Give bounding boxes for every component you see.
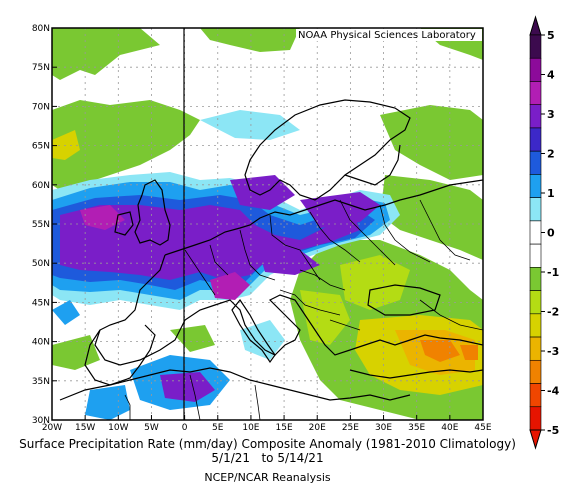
colorbar-label: 5 bbox=[547, 29, 555, 42]
colorbar-swatch bbox=[529, 406, 542, 431]
y-tick-label: 65N bbox=[32, 142, 50, 152]
anomaly-patch bbox=[420, 340, 460, 362]
y-tick-label: 55N bbox=[32, 220, 50, 230]
country-borders bbox=[124, 199, 483, 420]
colorbar-label: 4 bbox=[547, 69, 555, 82]
colorbar-swatch bbox=[529, 174, 542, 198]
anomaly-patch bbox=[170, 325, 215, 352]
colorbar-swatch bbox=[529, 57, 542, 82]
colorbar-label: -5 bbox=[547, 424, 559, 437]
caption-title: Surface Precipitation Rate (mm/day) Comp… bbox=[19, 437, 516, 451]
colorbar-swatch bbox=[529, 313, 542, 338]
y-tick-label: 40N bbox=[32, 338, 50, 348]
colorbar-label: 1 bbox=[547, 187, 555, 200]
anomaly-patch bbox=[230, 175, 295, 210]
x-tick-label: 45E bbox=[474, 423, 491, 433]
colorbar-label: 0 bbox=[547, 227, 555, 240]
y-tick-label: 70N bbox=[32, 102, 50, 112]
y-tick-label: 35N bbox=[32, 377, 50, 387]
colorbar-label: -3 bbox=[547, 345, 559, 358]
colorbar-swatch bbox=[529, 81, 542, 106]
colorbar-label: -4 bbox=[547, 385, 560, 398]
anomaly-patch bbox=[85, 385, 130, 420]
x-tick-label: 10W bbox=[108, 423, 128, 433]
anomaly-patch bbox=[52, 335, 100, 370]
x-tick-label: 10E bbox=[242, 423, 259, 433]
colorbar-label: 3 bbox=[547, 108, 555, 121]
y-tick-label: 80N bbox=[32, 24, 50, 34]
y-tick-label: 75N bbox=[32, 63, 50, 73]
colorbar-swatch bbox=[529, 104, 542, 129]
y-tick-label: 30N bbox=[32, 416, 50, 426]
anomaly-patch bbox=[52, 28, 160, 80]
x-tick-label: 5E bbox=[212, 423, 224, 433]
x-tick-label: 40E bbox=[441, 423, 458, 433]
colorbar-label: 2 bbox=[547, 148, 555, 161]
colorbar-swatch bbox=[529, 290, 542, 315]
anomaly-patch bbox=[200, 28, 300, 52]
colorbar: 5 4 3 2 1 0 -1 -2 -3 -4 -5 bbox=[529, 15, 560, 450]
coastlines bbox=[59, 99, 483, 401]
colorbar-swatch bbox=[529, 267, 542, 291]
colorbar-swatch bbox=[529, 336, 542, 361]
anomaly-patch bbox=[260, 250, 320, 275]
anomaly-patch bbox=[160, 372, 215, 402]
colorbar-label: -1 bbox=[547, 266, 559, 279]
anomaly-patch bbox=[380, 105, 483, 180]
colorbar-top-arrow bbox=[529, 15, 542, 36]
caption-dates: 5/1/21 to 5/14/21 bbox=[211, 451, 324, 465]
colorbar-swatch bbox=[529, 34, 542, 59]
colorbar-bottom-arrow bbox=[529, 429, 542, 450]
anomaly-patch bbox=[300, 192, 380, 228]
y-axis-ticks: 80N 75N 70N 65N 60N 55N 50N 45N 40N 35N 30N bbox=[32, 24, 57, 426]
x-tick-label: 5W bbox=[144, 423, 159, 433]
x-axis-ticks: 20W 15W 10W 5W 0 5E 10E 15E 20E 25E 30E 35E 40E 45E bbox=[42, 415, 492, 433]
y-tick-label: 60N bbox=[32, 181, 50, 191]
x-tick-label: 35E bbox=[408, 423, 425, 433]
anomaly-shading bbox=[52, 28, 483, 420]
colorbar-swatch bbox=[529, 150, 542, 175]
lab-label-bg bbox=[296, 29, 482, 41]
anomaly-patch bbox=[210, 272, 250, 300]
anomaly-patch bbox=[52, 300, 80, 325]
anomaly-patch bbox=[340, 255, 410, 310]
anomaly-patch bbox=[460, 345, 478, 360]
anomaly-patch bbox=[380, 175, 483, 260]
x-tick-label: 20W bbox=[42, 423, 62, 433]
colorbar-swatch bbox=[529, 243, 542, 268]
colorbar-swatch bbox=[529, 359, 542, 384]
x-tick-label: 30E bbox=[375, 423, 392, 433]
colorbar-swatch bbox=[529, 383, 542, 408]
x-tick-label: 15E bbox=[276, 423, 293, 433]
y-tick-label: 50N bbox=[32, 259, 50, 269]
colorbar-swatch bbox=[529, 127, 542, 152]
y-tick-label: 45N bbox=[32, 298, 50, 308]
anomaly-patch bbox=[200, 110, 300, 140]
colorbar-swatch bbox=[529, 220, 542, 245]
anomaly-patch bbox=[52, 100, 200, 190]
x-tick-label: 15W bbox=[75, 423, 95, 433]
lab-label: NOAA Physical Sciences Laboratory bbox=[298, 30, 476, 41]
anomaly-patch bbox=[52, 130, 80, 160]
x-tick-label: 0 bbox=[182, 423, 188, 433]
anomaly-patch bbox=[300, 290, 350, 345]
anomaly-patch bbox=[60, 205, 360, 280]
x-tick-label: 25E bbox=[342, 423, 359, 433]
x-tick-label: 20E bbox=[309, 423, 326, 433]
caption-source: NCEP/NCAR Reanalysis bbox=[204, 471, 331, 484]
colorbar-label: -2 bbox=[547, 306, 559, 319]
colorbar-swatch bbox=[529, 197, 542, 222]
